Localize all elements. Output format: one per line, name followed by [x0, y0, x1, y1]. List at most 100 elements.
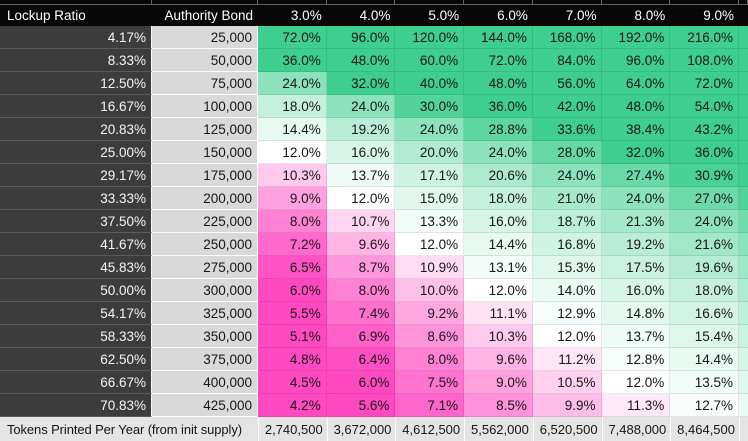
- heatmap-cell[interactable]: 13.7%: [326, 164, 396, 187]
- heatmap-cell[interactable]: 12.0%: [326, 187, 396, 210]
- heatmap-cell[interactable]: 20.6%: [464, 164, 533, 187]
- footer-value-cell[interactable]: 8,464,500: [670, 417, 739, 441]
- heatmap-cell[interactable]: 30.9%: [670, 164, 739, 187]
- heatmap-cell[interactable]: 12.0%: [601, 371, 671, 394]
- heatmap-cell[interactable]: 19.2%: [601, 233, 671, 256]
- authority-bond-cell[interactable]: 400,000: [152, 371, 258, 394]
- footer-value-cell[interactable]: 4,612,500: [395, 417, 465, 441]
- heatmap-cell[interactable]: 13.7%: [601, 325, 671, 348]
- authority-bond-header-cell[interactable]: Authority Bond: [152, 5, 258, 26]
- heatmap-cell[interactable]: 8.0%: [326, 279, 396, 302]
- heatmap-cell[interactable]: 11.1%: [464, 302, 533, 325]
- lockup-ratio-cell[interactable]: 41.67%: [0, 233, 152, 256]
- heatmap-cell[interactable]: 13.5%: [670, 371, 739, 394]
- lockup-ratio-cell[interactable]: 8.33%: [0, 49, 152, 72]
- heatmap-cell[interactable]: 84.0%: [532, 49, 602, 72]
- heatmap-cell[interactable]: 14.4%: [258, 118, 327, 141]
- footer-value-cell[interactable]: 7,488,000: [601, 417, 671, 441]
- heatmap-cell[interactable]: 48.0%: [601, 95, 671, 118]
- heatmap-cell[interactable]: 48.0%: [326, 49, 396, 72]
- heatmap-cell[interactable]: 5.6%: [326, 394, 396, 417]
- authority-bond-cell[interactable]: 325,000: [152, 302, 258, 325]
- heatmap-cell[interactable]: 15.0%: [395, 187, 465, 210]
- heatmap-cell[interactable]: 16.6%: [670, 302, 739, 325]
- heatmap-cell[interactable]: 8.5%: [464, 394, 533, 417]
- heatmap-cell[interactable]: 21.6%: [670, 233, 739, 256]
- heatmap-cell[interactable]: 72.0%: [464, 49, 533, 72]
- heatmap-cell[interactable]: 18.7%: [532, 210, 602, 233]
- heatmap-cell[interactable]: 17.1%: [395, 164, 465, 187]
- authority-bond-cell[interactable]: 350,000: [152, 325, 258, 348]
- heatmap-cell[interactable]: 9.0%: [258, 187, 327, 210]
- heatmap-cell[interactable]: 24.0%: [326, 95, 396, 118]
- rate-header-cell[interactable]: 6.0%: [464, 5, 533, 26]
- heatmap-cell[interactable]: 14.0%: [532, 279, 602, 302]
- lockup-ratio-cell[interactable]: 12.50%: [0, 72, 152, 95]
- heatmap-cell[interactable]: 28.8%: [464, 118, 533, 141]
- lockup-ratio-cell[interactable]: 20.83%: [0, 118, 152, 141]
- heatmap-cell[interactable]: 8.7%: [326, 256, 396, 279]
- heatmap-cell[interactable]: 17.5%: [601, 256, 671, 279]
- heatmap-cell[interactable]: 12.8%: [601, 348, 671, 371]
- rate-header-cell[interactable]: 7.0%: [532, 5, 602, 26]
- authority-bond-cell[interactable]: 275,000: [152, 256, 258, 279]
- heatmap-cell[interactable]: 24.0%: [670, 210, 739, 233]
- heatmap-cell[interactable]: 38.4%: [601, 118, 671, 141]
- heatmap-cell[interactable]: 16.0%: [601, 279, 671, 302]
- authority-bond-cell[interactable]: 300,000: [152, 279, 258, 302]
- rate-header-cell[interactable]: 4.0%: [326, 5, 396, 26]
- heatmap-cell[interactable]: 14.8%: [601, 302, 671, 325]
- lockup-ratio-cell[interactable]: 4.17%: [0, 26, 152, 49]
- heatmap-cell[interactable]: 60.0%: [395, 49, 465, 72]
- heatmap-cell[interactable]: 12.7%: [670, 394, 739, 417]
- lockup-ratio-cell[interactable]: 62.50%: [0, 348, 152, 371]
- heatmap-cell[interactable]: 120.0%: [395, 26, 465, 49]
- heatmap-cell[interactable]: 7.4%: [326, 302, 396, 325]
- heatmap-cell[interactable]: 16.8%: [532, 233, 602, 256]
- heatmap-cell[interactable]: 24.0%: [532, 164, 602, 187]
- heatmap-cell[interactable]: 9.6%: [464, 348, 533, 371]
- heatmap-cell[interactable]: 7.2%: [258, 233, 327, 256]
- heatmap-cell[interactable]: 27.0%: [670, 187, 739, 210]
- heatmap-cell[interactable]: 96.0%: [601, 49, 671, 72]
- heatmap-cell[interactable]: 16.0%: [326, 141, 396, 164]
- rate-header-cell[interactable]: 3.0%: [258, 5, 327, 26]
- heatmap-cell[interactable]: 40.0%: [395, 72, 465, 95]
- heatmap-cell[interactable]: 18.0%: [258, 95, 327, 118]
- heatmap-cell[interactable]: 20.0%: [395, 141, 465, 164]
- authority-bond-cell[interactable]: 125,000: [152, 118, 258, 141]
- heatmap-cell[interactable]: 8.6%: [395, 325, 465, 348]
- heatmap-cell[interactable]: 27.4%: [601, 164, 671, 187]
- heatmap-cell[interactable]: 5.1%: [258, 325, 327, 348]
- heatmap-cell[interactable]: 11.3%: [601, 394, 671, 417]
- lockup-ratio-cell[interactable]: 66.67%: [0, 371, 152, 394]
- heatmap-cell[interactable]: 7.5%: [395, 371, 465, 394]
- heatmap-cell[interactable]: 9.6%: [326, 233, 396, 256]
- lockup-ratio-cell[interactable]: 33.33%: [0, 187, 152, 210]
- heatmap-cell[interactable]: 54.0%: [670, 95, 739, 118]
- heatmap-cell[interactable]: 24.0%: [601, 187, 671, 210]
- heatmap-cell[interactable]: 18.0%: [670, 279, 739, 302]
- heatmap-cell[interactable]: 4.2%: [258, 394, 327, 417]
- authority-bond-cell[interactable]: 375,000: [152, 348, 258, 371]
- heatmap-cell[interactable]: 10.7%: [326, 210, 396, 233]
- authority-bond-cell[interactable]: 75,000: [152, 72, 258, 95]
- heatmap-cell[interactable]: 144.0%: [464, 26, 533, 49]
- footer-value-cell[interactable]: 6,520,500: [532, 417, 602, 441]
- authority-bond-cell[interactable]: 50,000: [152, 49, 258, 72]
- heatmap-cell[interactable]: 8.0%: [395, 348, 465, 371]
- heatmap-cell[interactable]: 32.0%: [326, 72, 396, 95]
- heatmap-cell[interactable]: 36.0%: [464, 95, 533, 118]
- heatmap-cell[interactable]: 96.0%: [326, 26, 396, 49]
- authority-bond-cell[interactable]: 150,000: [152, 141, 258, 164]
- heatmap-cell[interactable]: 72.0%: [670, 72, 739, 95]
- heatmap-cell[interactable]: 64.0%: [601, 72, 671, 95]
- heatmap-cell[interactable]: 12.9%: [532, 302, 602, 325]
- heatmap-cell[interactable]: 21.3%: [601, 210, 671, 233]
- heatmap-cell[interactable]: 36.0%: [258, 49, 327, 72]
- heatmap-cell[interactable]: 14.4%: [670, 348, 739, 371]
- authority-bond-cell[interactable]: 225,000: [152, 210, 258, 233]
- lockup-ratio-cell[interactable]: 50.00%: [0, 279, 152, 302]
- rate-header-cell[interactable]: 5.0%: [395, 5, 465, 26]
- heatmap-cell[interactable]: 4.8%: [258, 348, 327, 371]
